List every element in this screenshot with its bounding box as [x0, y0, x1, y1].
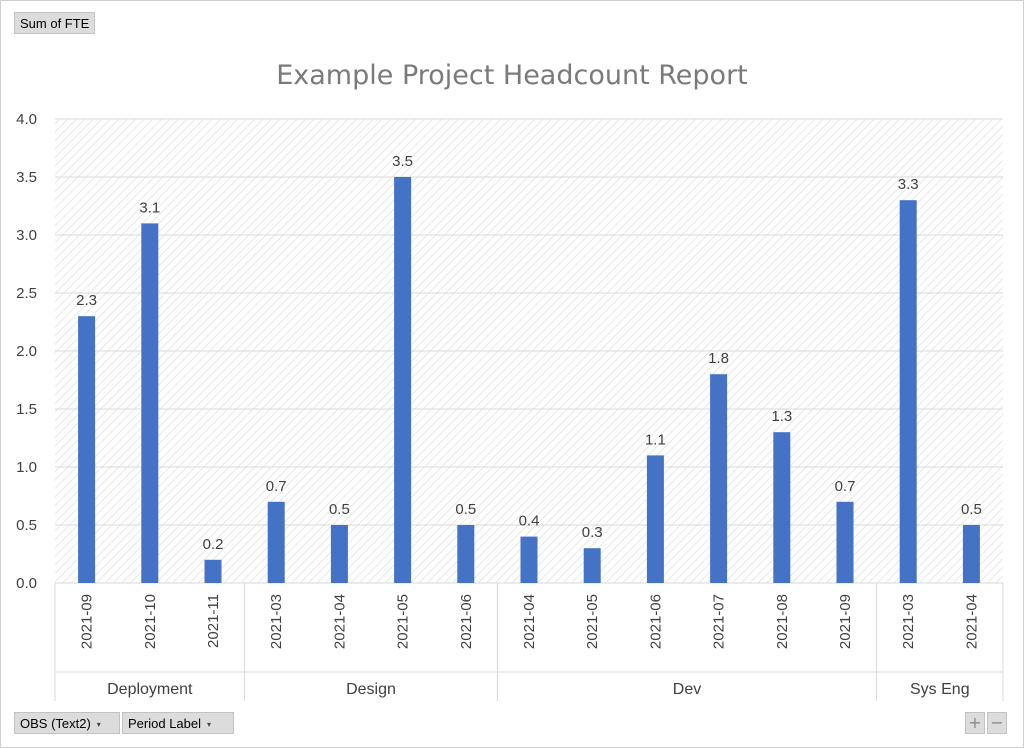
bar	[78, 316, 96, 583]
data-label: 0.5	[329, 501, 350, 518]
x-tick-label: 2021-04	[963, 594, 980, 649]
y-tick-label: 0.0	[16, 575, 37, 592]
data-label: 0.7	[835, 478, 856, 495]
bar	[899, 200, 917, 583]
y-tick-label: 3.5	[16, 169, 37, 186]
data-label: 3.1	[139, 199, 160, 216]
x-tick-label: 2021-06	[458, 594, 475, 649]
data-label: 0.5	[961, 501, 982, 518]
bar	[583, 548, 601, 583]
data-label: 1.3	[771, 408, 792, 425]
x-tick-label: 2021-06	[647, 594, 664, 649]
y-tick-label: 1.0	[16, 459, 37, 476]
zoom-out-button[interactable]: −	[987, 712, 1007, 734]
data-label: 2.3	[76, 292, 97, 309]
axis-field-obs-button[interactable]: OBS (Text2) ▾	[14, 712, 120, 734]
x-tick-label: 2021-09	[837, 594, 854, 649]
group-label: Deployment	[107, 681, 193, 698]
axis-field-period-label: Period Label	[128, 716, 201, 731]
y-tick-label: 0.5	[16, 517, 37, 534]
x-tick-label: 2021-04	[521, 594, 538, 649]
bar	[773, 432, 791, 583]
x-tick-label: 2021-10	[142, 594, 159, 649]
bar	[646, 455, 664, 583]
y-tick-label: 1.5	[16, 401, 37, 418]
bar	[457, 525, 475, 583]
bar	[710, 374, 728, 583]
x-tick-label: 2021-03	[900, 594, 917, 649]
data-label: 0.2	[203, 536, 224, 553]
bar	[962, 525, 980, 583]
data-label: 0.5	[455, 501, 476, 518]
y-tick-label: 2.5	[16, 285, 37, 302]
data-label: 0.3	[582, 524, 603, 541]
dropdown-arrow-icon: ▾	[96, 719, 101, 729]
data-label: 1.8	[708, 350, 729, 367]
zoom-in-button[interactable]: +	[965, 712, 985, 734]
axis-field-obs-label: OBS (Text2)	[20, 716, 91, 731]
x-tick-label: 2021-03	[268, 594, 285, 649]
bar	[141, 223, 159, 583]
y-tick-label: 2.0	[16, 343, 37, 360]
data-label: 3.5	[392, 153, 413, 170]
bar	[394, 177, 412, 583]
bar	[204, 559, 222, 583]
data-label: 0.4	[519, 513, 540, 530]
group-label: Design	[346, 681, 396, 698]
value-field-label: Sum of FTE	[20, 16, 90, 31]
x-tick-label: 2021-04	[331, 594, 348, 649]
bar	[267, 501, 285, 583]
data-label: 0.7	[266, 478, 287, 495]
bar	[330, 525, 348, 583]
x-tick-label: 2021-05	[395, 594, 412, 649]
bar	[520, 536, 538, 583]
dropdown-arrow-icon: ▾	[207, 719, 212, 729]
value-field-button[interactable]: Sum of FTE	[14, 12, 96, 34]
axis-field-period-button[interactable]: Period Label ▾	[122, 712, 234, 734]
chart-title: Example Project Headcount Report	[276, 60, 748, 91]
x-tick-label: 2021-11	[205, 594, 222, 648]
x-tick-label: 2021-09	[79, 594, 96, 649]
bar	[836, 501, 854, 583]
group-label: Dev	[673, 681, 701, 698]
y-tick-label: 4.0	[16, 111, 37, 128]
data-label: 3.3	[898, 176, 919, 193]
group-label: Sys Eng	[910, 681, 970, 698]
x-tick-label: 2021-05	[584, 594, 601, 649]
x-tick-label: 2021-08	[774, 594, 791, 649]
y-tick-label: 3.0	[16, 227, 37, 244]
x-tick-label: 2021-07	[711, 594, 728, 649]
data-label: 1.1	[645, 431, 666, 448]
